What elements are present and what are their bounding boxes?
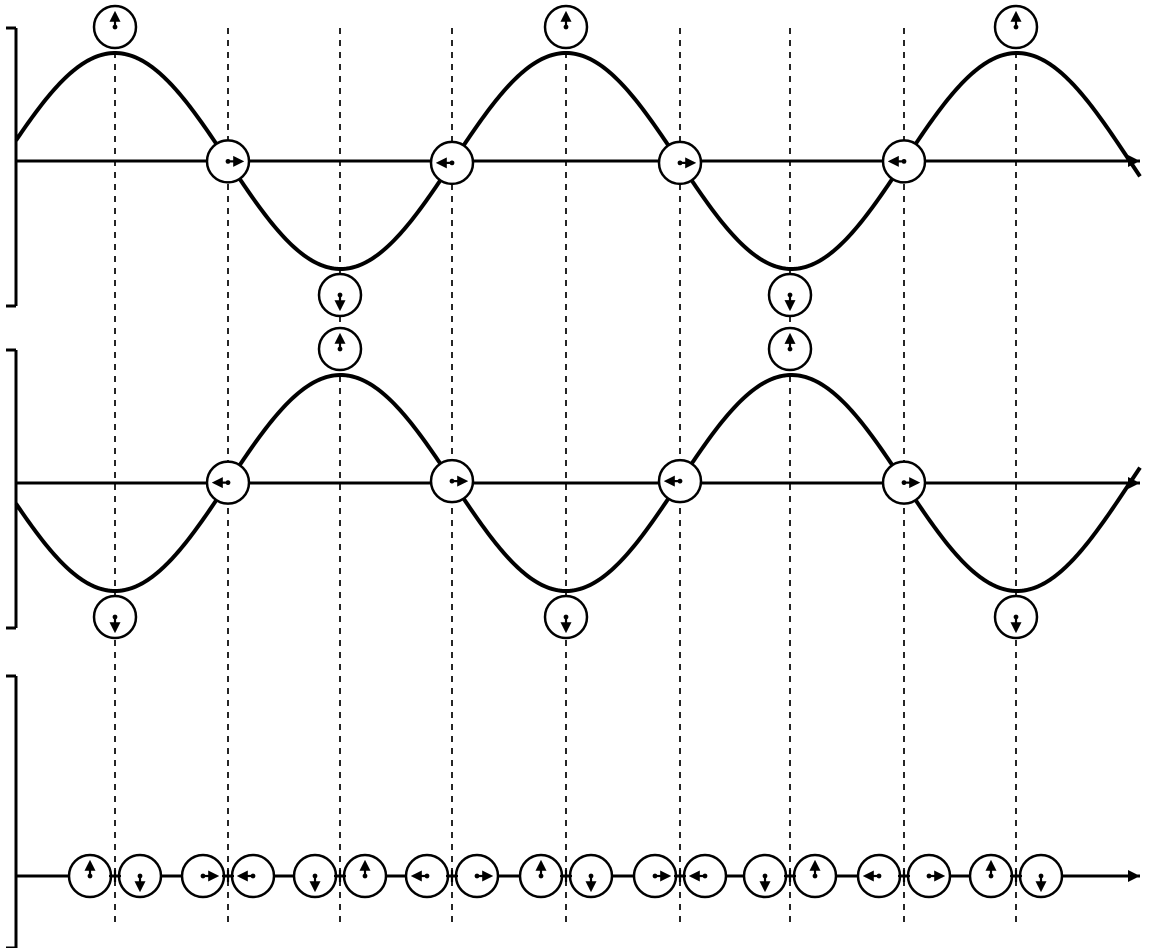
phasor-clock xyxy=(744,855,786,897)
phasor-clock xyxy=(456,855,498,897)
phasor-clock xyxy=(207,462,249,504)
phasor-clock xyxy=(545,596,587,638)
phasor-clock xyxy=(431,460,473,502)
phasor-clock xyxy=(769,274,811,316)
phasor-clock xyxy=(182,855,224,897)
phasor-clock xyxy=(1020,855,1062,897)
phasor-clock xyxy=(94,6,136,48)
phasor-clock xyxy=(344,855,386,897)
phasor-clock xyxy=(659,460,701,502)
phasor-clock xyxy=(570,855,612,897)
phasor-clock xyxy=(119,855,161,897)
phasor-clock xyxy=(406,855,448,897)
phasor-clock xyxy=(769,328,811,370)
phasor-clock xyxy=(69,855,111,897)
phasor-clock xyxy=(94,596,136,638)
phasor-clock xyxy=(883,140,925,182)
phasor-clock xyxy=(520,855,562,897)
phasor-clock xyxy=(970,855,1012,897)
phasor-clock xyxy=(431,142,473,184)
phasor-clock xyxy=(232,855,274,897)
phasor-clock xyxy=(995,596,1037,638)
phasor-clock xyxy=(858,855,900,897)
phasor-clock xyxy=(319,328,361,370)
phasor-clock xyxy=(634,855,676,897)
phasor-clock xyxy=(794,855,836,897)
phasor-clock xyxy=(207,140,249,182)
phasor-clock xyxy=(995,6,1037,48)
phasor-clock xyxy=(684,855,726,897)
phasor-diagram xyxy=(0,0,1160,948)
phasor-clock xyxy=(908,855,950,897)
phasor-clock xyxy=(659,142,701,184)
phasor-clock xyxy=(319,274,361,316)
phasor-clock xyxy=(883,462,925,504)
phasor-clock xyxy=(545,6,587,48)
phasor-clock xyxy=(294,855,336,897)
